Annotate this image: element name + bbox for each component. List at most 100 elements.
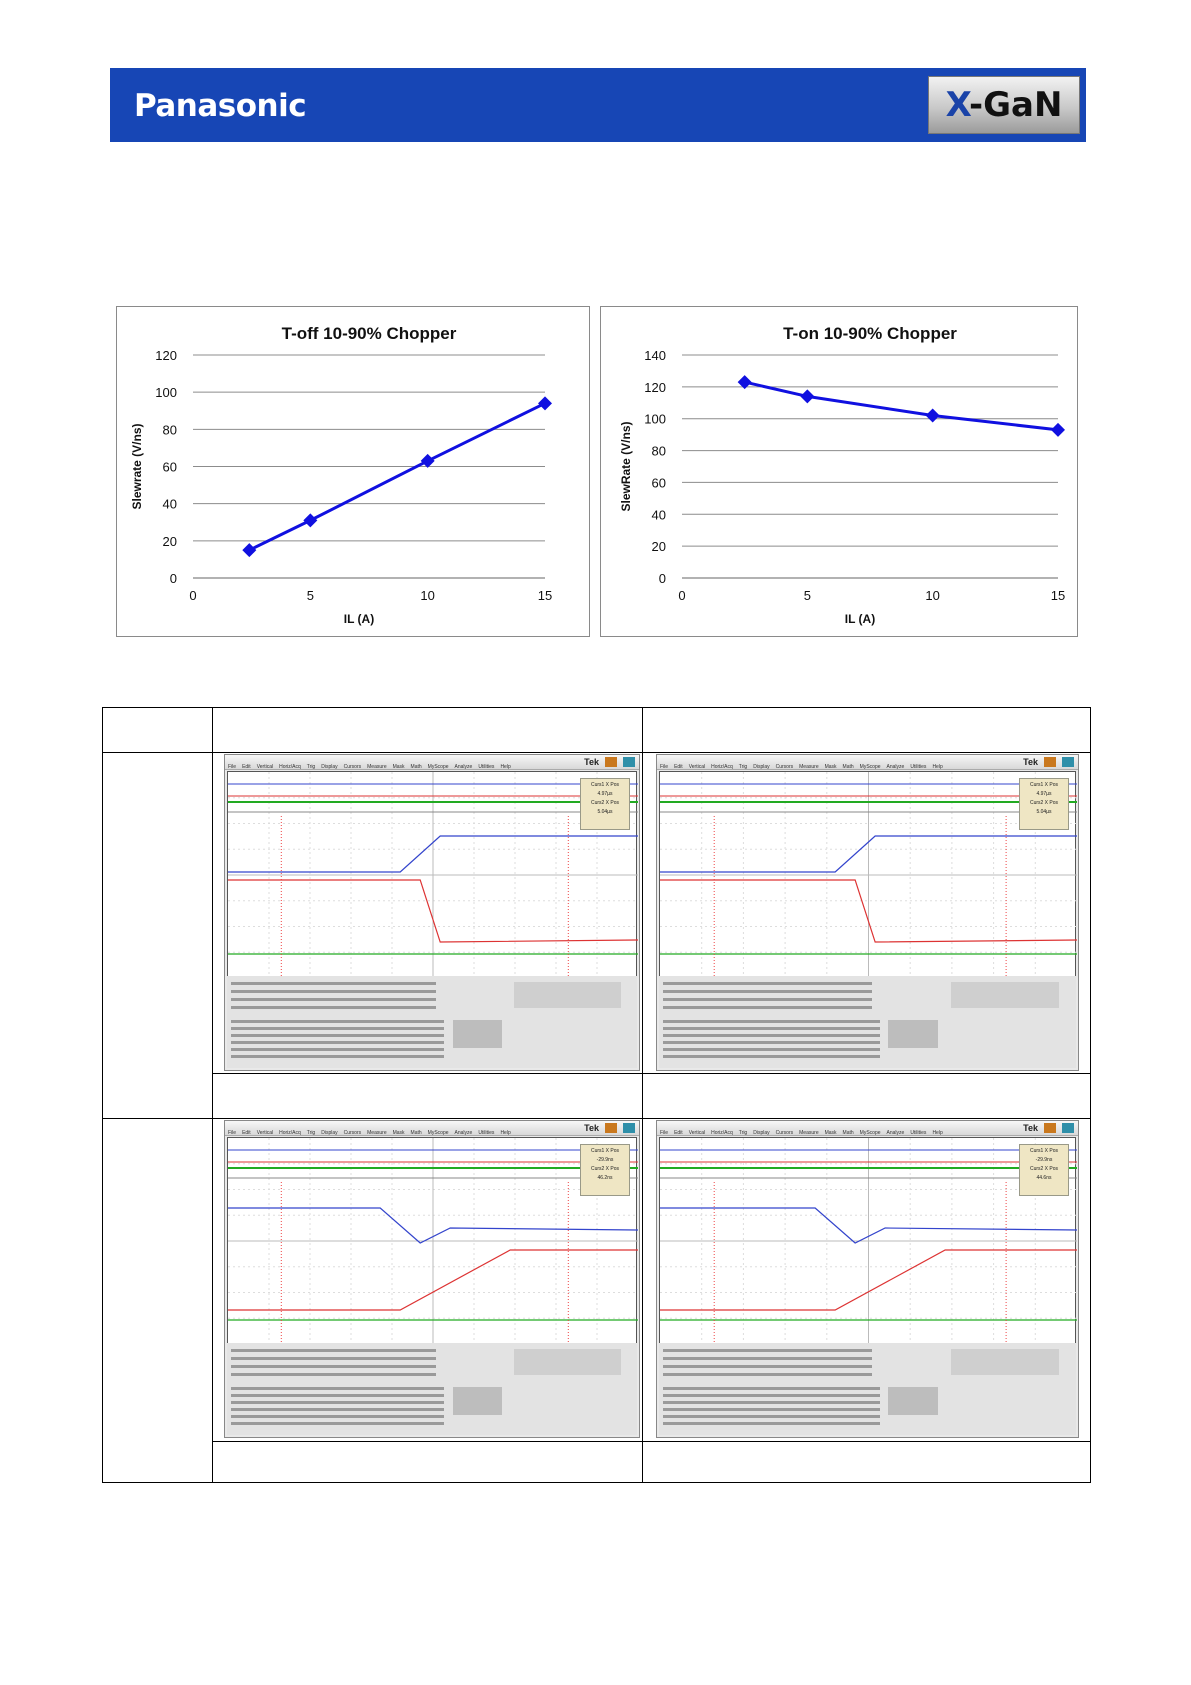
scope-menu-item[interactable]: Horiz/Acq bbox=[711, 1130, 733, 1136]
close-icon[interactable] bbox=[623, 1123, 635, 1133]
scope-menu-item[interactable]: Display bbox=[753, 764, 770, 770]
scope-menu-item[interactable]: Help bbox=[932, 1130, 943, 1136]
scope-menu-item[interactable]: Trig bbox=[306, 764, 316, 770]
scope-menu-item[interactable]: Vertical bbox=[256, 1130, 274, 1136]
table-divider bbox=[642, 708, 643, 1482]
scope-menu-item[interactable]: Trig bbox=[306, 1130, 316, 1136]
minimize-icon[interactable] bbox=[1044, 1123, 1056, 1133]
scope-menu-item[interactable]: Mask bbox=[824, 1130, 837, 1136]
scope-menu-item[interactable]: Measure bbox=[367, 1130, 387, 1136]
y-tick-label: 100 bbox=[155, 385, 177, 400]
data-point bbox=[737, 375, 752, 390]
table-divider bbox=[212, 708, 213, 1482]
x-tick-label: 0 bbox=[678, 588, 685, 603]
scope-menu-item[interactable]: Math bbox=[842, 1130, 854, 1136]
data-point bbox=[242, 543, 257, 558]
minimize-icon[interactable] bbox=[1044, 757, 1056, 767]
scope-menu-item[interactable]: MyScope bbox=[427, 764, 449, 770]
measurement-row bbox=[663, 1048, 880, 1051]
scope-menu-item[interactable]: Help bbox=[500, 1130, 511, 1136]
scope-menu-item[interactable]: Vertical bbox=[688, 764, 706, 770]
settings-row bbox=[663, 1006, 872, 1009]
scope-menu-item[interactable]: Analyze bbox=[886, 764, 905, 770]
scope-menu-item[interactable]: Utilities bbox=[478, 1130, 495, 1136]
scope-menu-item[interactable]: MyScope bbox=[427, 1130, 449, 1136]
scope-menu-item[interactable]: MyScope bbox=[859, 1130, 881, 1136]
scope-menu-item[interactable]: Analyze bbox=[454, 1130, 473, 1136]
settings-row bbox=[663, 982, 872, 985]
red-waveform bbox=[228, 1249, 638, 1311]
scope-menu-item[interactable]: Analyze bbox=[454, 764, 473, 770]
scope-menu-item[interactable]: Trig bbox=[738, 1130, 748, 1136]
scope-menu-item[interactable]: MyScope bbox=[859, 764, 881, 770]
logo-prefix: X bbox=[945, 85, 970, 125]
scope-menu-item[interactable]: Math bbox=[410, 1130, 422, 1136]
scope-menu-item[interactable]: Mask bbox=[392, 1130, 405, 1136]
scope-menu-item[interactable]: Horiz/Acq bbox=[711, 764, 733, 770]
tek-label: Tek bbox=[584, 1123, 599, 1133]
scope-menu-item[interactable]: Edit bbox=[674, 764, 683, 770]
scope-menu-item[interactable]: File bbox=[228, 764, 237, 770]
oscilloscope-screenshot: File Edit Vertical Horiz/Acq Trig Display Curs… bbox=[224, 754, 640, 1071]
scope-menu-item[interactable]: Measure bbox=[799, 1130, 819, 1136]
measurement-row bbox=[231, 1401, 445, 1404]
scope-menu-item[interactable]: Help bbox=[500, 764, 511, 770]
y-tick-label: 60 bbox=[163, 460, 177, 475]
scope-menu-item[interactable]: Edit bbox=[242, 764, 251, 770]
scope-menu-item[interactable]: Vertical bbox=[688, 1130, 706, 1136]
scope-menu-item[interactable]: Cursors bbox=[775, 1130, 794, 1136]
scope-menu-item[interactable]: Display bbox=[321, 764, 338, 770]
settings-row bbox=[663, 1357, 872, 1360]
header-banner: Panasonic X-GaN bbox=[110, 68, 1086, 142]
scope-menu-item[interactable]: File bbox=[660, 1130, 669, 1136]
scope-menu-item[interactable]: File bbox=[660, 764, 669, 770]
y-tick-label: 100 bbox=[644, 412, 666, 427]
measurement-row bbox=[663, 1041, 880, 1044]
scope-menu-item[interactable]: Measure bbox=[799, 764, 819, 770]
y-tick-label: 140 bbox=[644, 348, 666, 363]
scope-menu-item[interactable]: Analyze bbox=[886, 1130, 905, 1136]
scope-menu-item[interactable]: Cursors bbox=[343, 764, 362, 770]
minimize-icon[interactable] bbox=[605, 1123, 617, 1133]
table-divider bbox=[103, 752, 1090, 753]
measurement-row bbox=[663, 1408, 880, 1411]
scope-menu-item[interactable]: Mask bbox=[824, 764, 837, 770]
y-tick-label: 20 bbox=[163, 534, 177, 549]
scope-menu-item[interactable]: Display bbox=[753, 1130, 770, 1136]
scope-menu-item[interactable]: File bbox=[228, 1130, 237, 1136]
data-point bbox=[420, 453, 435, 468]
scope-menu-item[interactable]: Horiz/Acq bbox=[279, 1130, 301, 1136]
scope-menu-item[interactable]: Utilities bbox=[478, 764, 495, 770]
minimize-icon[interactable] bbox=[605, 757, 617, 767]
measurement-row bbox=[663, 1055, 880, 1058]
data-point bbox=[303, 513, 318, 528]
waveform-screen: Curs1 X Pos -29.9ns Curs2 X Pos 44.6ns bbox=[659, 1137, 1077, 1345]
close-icon[interactable] bbox=[1062, 1123, 1074, 1133]
measurement-panel bbox=[227, 1343, 637, 1435]
waveform-svg bbox=[660, 1138, 1077, 1344]
scope-menu-item[interactable]: Utilities bbox=[910, 1130, 927, 1136]
scope-menu-item[interactable]: Display bbox=[321, 1130, 338, 1136]
scope-menu-item[interactable]: Trig bbox=[738, 764, 748, 770]
scope-menu-item[interactable]: Horiz/Acq bbox=[279, 764, 301, 770]
scope-menu-item[interactable]: Cursors bbox=[775, 764, 794, 770]
scope-menu-item[interactable]: Help bbox=[932, 764, 943, 770]
measurement-row bbox=[663, 1387, 880, 1390]
toff-chart: T-off 10-90% Chopper 0 20 40 60 80 100 120 0 5 10 1… bbox=[116, 306, 590, 637]
y-axis-label: Slewrate (V/ns) bbox=[130, 423, 144, 509]
scope-menu-item[interactable]: Edit bbox=[242, 1130, 251, 1136]
scope-menu-item[interactable]: Utilities bbox=[910, 764, 927, 770]
c1-value: -29.9ns bbox=[1035, 1157, 1053, 1163]
close-icon[interactable] bbox=[623, 757, 635, 767]
x-axis-label: IL (A) bbox=[344, 612, 374, 626]
scope-menu-item[interactable]: Measure bbox=[367, 764, 387, 770]
close-icon[interactable] bbox=[1062, 757, 1074, 767]
scope-menu-item[interactable]: Math bbox=[842, 764, 854, 770]
scope-menu-item[interactable]: Vertical bbox=[256, 764, 274, 770]
scope-menu-item[interactable]: Edit bbox=[674, 1130, 683, 1136]
scope-menu-item[interactable]: Cursors bbox=[343, 1130, 362, 1136]
scope-menu-item[interactable]: Mask bbox=[392, 764, 405, 770]
scope-menu-item[interactable]: Math bbox=[410, 764, 422, 770]
c1-value: -29.9ns bbox=[596, 1157, 614, 1163]
stats-block bbox=[888, 1387, 939, 1415]
